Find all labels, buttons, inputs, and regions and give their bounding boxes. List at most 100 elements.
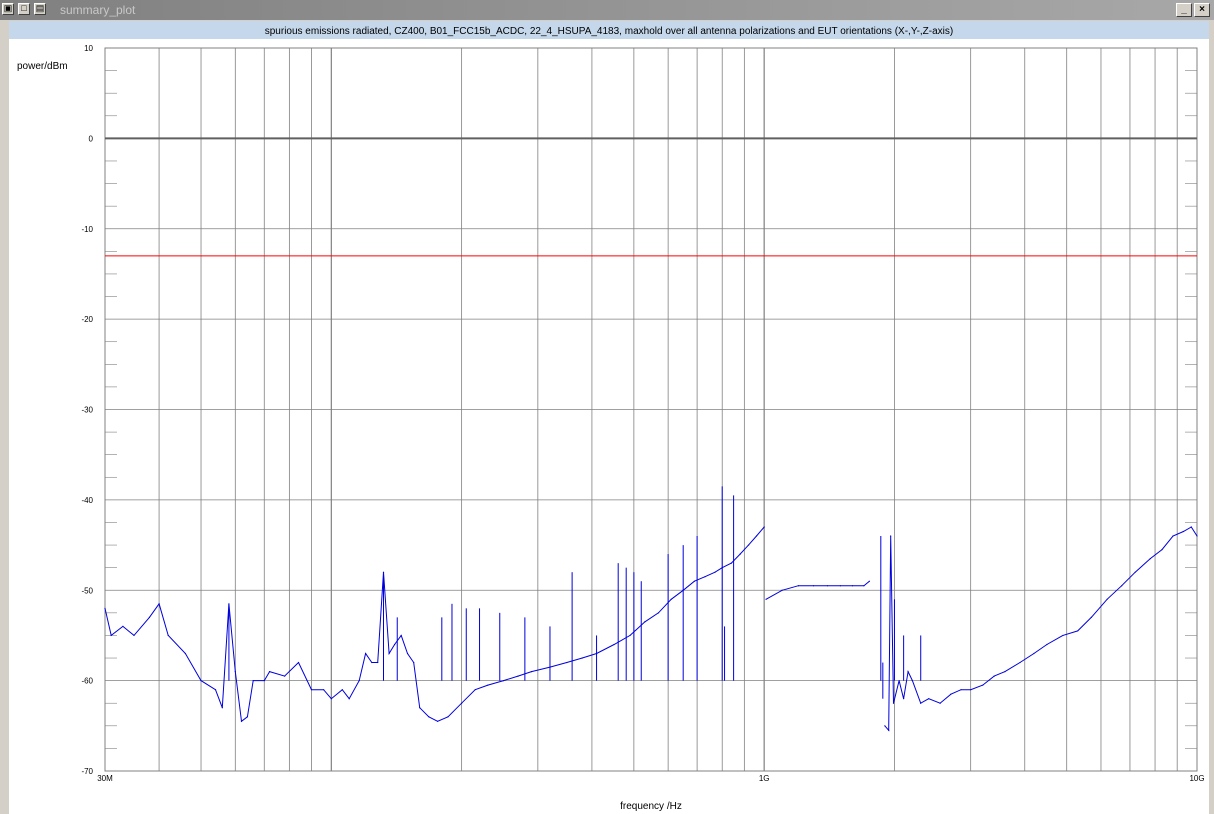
y-tick-label: 10 [84,44,93,53]
y-tick-label: 0 [89,134,94,143]
trace-point [184,652,186,655]
trace-point [310,689,313,691]
trace-point [341,689,343,691]
trace-point [1121,585,1123,587]
trace-point [939,702,941,704]
y-tick-label: -10 [81,225,93,234]
trace-point [330,698,332,700]
trace-point [252,680,254,682]
trace-point [765,598,767,600]
trace-point [388,652,390,655]
trace-point [1161,548,1163,551]
trace-point [993,675,995,677]
trace-point [1046,643,1048,646]
trace-point [928,698,930,700]
trace-point [629,634,631,637]
trace-point [839,585,841,587]
trace-point [200,680,202,682]
trace-point [1134,571,1136,573]
trace-point [371,661,373,664]
trace-point [487,684,489,686]
trace-point [781,589,783,591]
trace-point [502,680,505,682]
y-tick-label: -30 [81,406,93,415]
y-tick-label: -60 [81,677,93,686]
trace-point [148,616,151,618]
trace-point [1149,558,1151,560]
emission-trace-3 [884,526,1198,732]
window-menu-icon[interactable]: ▣ [2,3,14,15]
trace-point [1190,526,1192,528]
trace-point [970,689,972,691]
trace-point [920,702,922,704]
trace-point [1090,616,1092,618]
trace-point [1004,670,1006,673]
trace-point [566,661,568,664]
trace-point [911,680,913,682]
trace-point [739,553,741,555]
trace-point [530,670,533,673]
trace-point [1019,661,1021,664]
title-bar[interactable]: ▣ □ ▤ summary_plot _ × [0,0,1214,20]
trace-point [1196,535,1198,537]
trace-point [284,675,286,677]
plot-area: spurious emissions radiated, CZ400, B01_… [9,21,1209,814]
trace-point [763,526,765,528]
close-button[interactable]: × [1194,3,1210,17]
trace-point [400,634,402,637]
trace-point [323,689,325,691]
trace-point [960,689,962,691]
trace-point [863,585,865,587]
trace-point [167,634,169,637]
y-tick-label: -50 [81,586,93,595]
trace-point [613,643,615,646]
trace-point [110,634,112,637]
trace-point [670,598,672,600]
trace-point [1172,535,1174,537]
y-tick-label: -20 [81,315,93,324]
trace-point [730,562,732,564]
x-axis-label: frequency /Hz [620,801,682,812]
trace-point [907,670,909,673]
trace-point [1106,598,1108,600]
restore-icon[interactable]: □ [18,3,30,15]
trace-point [644,621,646,623]
trace-point [377,661,379,664]
trace-point [950,693,952,695]
trace-point [348,698,350,700]
trace-point [297,661,300,664]
trace-point [268,670,271,673]
trace-point [436,720,439,722]
trace-point [413,661,415,664]
window-title: summary_plot [60,3,136,17]
chart-title: spurious emissions radiated, CZ400, B01_… [265,26,954,37]
trace-point [812,585,815,587]
trace-point [755,535,758,537]
trace-point [851,585,854,587]
trace-point [358,680,360,682]
trace-point [898,680,900,682]
chart: spurious emissions radiated, CZ400, B01_… [9,21,1209,812]
trace-point [903,698,905,700]
trace-point [888,729,890,731]
trace-point [221,707,223,709]
y-axis-label: power/dBm [17,61,68,72]
trace-point [982,684,984,686]
minimize-button[interactable]: _ [1176,3,1192,17]
trace-point [214,689,217,691]
trace-point [122,625,124,628]
trace-point [892,702,895,704]
y-tick-label: -70 [81,767,93,776]
trace-point [474,689,476,691]
x-tick-label: 1G [759,774,770,783]
trace-point [240,720,243,722]
tile-icon[interactable]: ▤ [34,3,46,15]
trace-point [1062,634,1064,637]
trace-point [890,535,892,537]
emission-trace-1 [104,526,765,723]
trace-point [393,643,396,646]
trace-point [704,576,706,578]
trace-point [406,652,409,655]
trace-point [714,571,716,573]
